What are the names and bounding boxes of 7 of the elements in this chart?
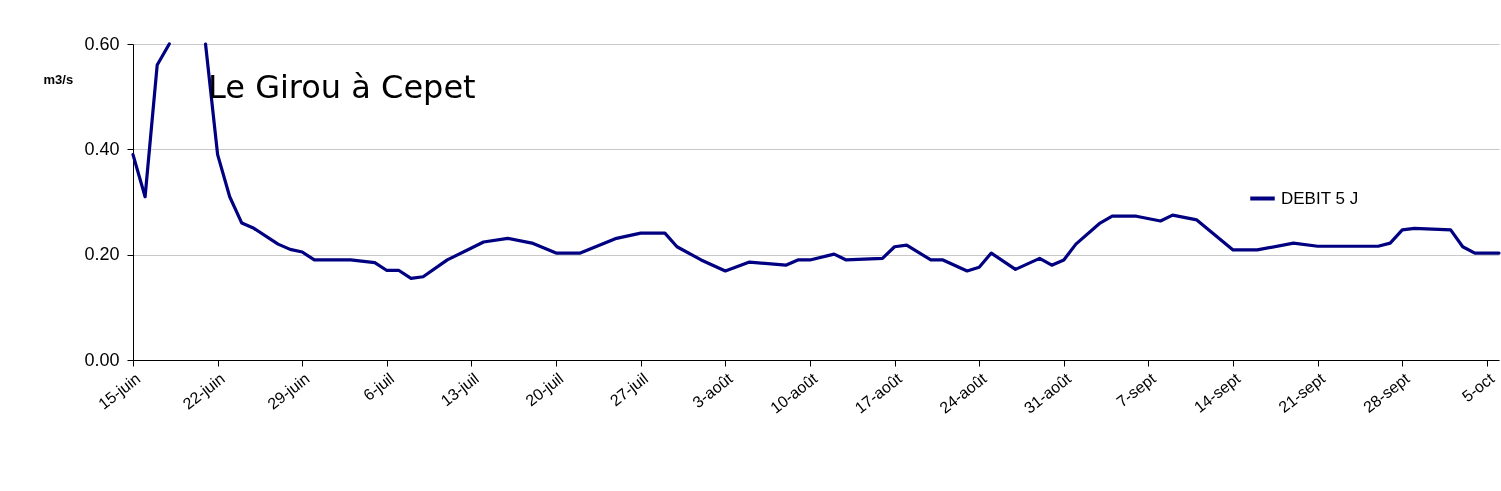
y-tick-label: 0.40 xyxy=(84,138,120,159)
y-tick-label: 0.00 xyxy=(84,349,120,370)
y-tick-label: 0.60 xyxy=(84,33,120,54)
legend-label: DEBIT 5 J xyxy=(1281,188,1359,208)
y-tick-label: 0.20 xyxy=(84,244,120,265)
text: Le Girou à Cepet xyxy=(208,68,476,106)
y-axis-title: m3/s xyxy=(43,71,74,87)
